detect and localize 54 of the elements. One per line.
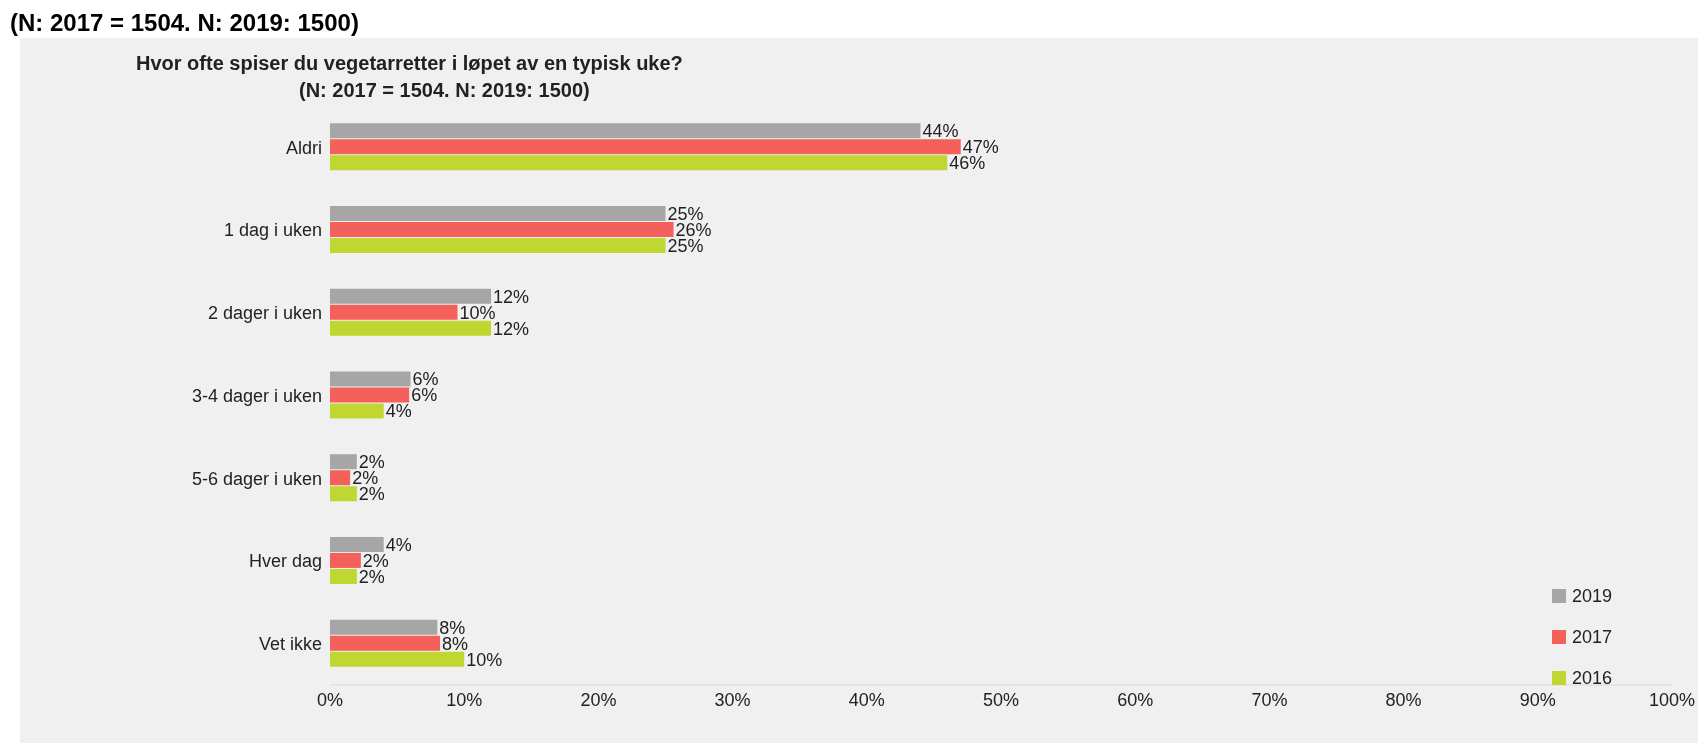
bar: [330, 238, 666, 254]
x-tick-label: 60%: [1117, 689, 1154, 710]
text: (N: 2017 = 1504. N: 2019: 1500): [10, 9, 359, 36]
bar: [330, 139, 961, 155]
bar: [330, 222, 674, 238]
x-tick-label: 100%: [1648, 689, 1696, 710]
data-label: 10%: [459, 302, 496, 323]
data-label: 12%: [493, 286, 530, 307]
legend-label: 2017: [1572, 626, 1613, 648]
bar: [330, 403, 384, 419]
data-label: 46%: [949, 153, 986, 174]
x-tick-label: 0%: [316, 689, 344, 710]
y-tick-label: 3-4 dager i uken: [191, 385, 322, 406]
bar: [330, 552, 361, 568]
bar: [330, 320, 492, 336]
chart-subtitle: (N: 2017 = 1504. N: 2019: 1500): [298, 79, 591, 102]
y-tick-label: 2 dager i uken: [207, 303, 322, 324]
x-tick-label: 90%: [1519, 689, 1556, 710]
bar: [330, 470, 351, 486]
legend-label: 2016: [1572, 667, 1613, 689]
bar: [330, 651, 465, 667]
bar: [330, 304, 458, 320]
bar: [330, 288, 492, 304]
bar: [330, 486, 357, 502]
bar: [330, 123, 921, 139]
x-tick-label: 40%: [848, 689, 885, 710]
bar: [330, 536, 384, 552]
y-tick-label: Aldri: [285, 137, 322, 158]
bar: [330, 155, 948, 171]
bar: [330, 206, 666, 222]
legend-label: 2019: [1572, 585, 1613, 607]
bar: [330, 619, 438, 635]
data-label: 4%: [385, 401, 412, 422]
chart-title: Hvor ofte spiser du vegetarretter i løpet av en typisk uke?: [136, 52, 683, 75]
bar: [330, 568, 357, 584]
bar: [330, 371, 411, 387]
x-tick-label: 70%: [1251, 689, 1288, 710]
y-tick-label: 1 dag i uken: [223, 220, 322, 241]
x-tick-label: 80%: [1385, 689, 1422, 710]
bar: [330, 635, 441, 651]
y-tick-label: 5-6 dager i uken: [191, 468, 322, 489]
data-label: 6%: [411, 385, 438, 406]
y-tick-label: Vet ikke: [258, 634, 322, 655]
data-label: 12%: [493, 318, 530, 339]
x-tick-label: 50%: [982, 689, 1020, 710]
x-tick-label: 10%: [446, 689, 483, 710]
x-tick-label: 30%: [714, 689, 751, 710]
data-label: 10%: [466, 649, 503, 670]
x-tick-label: 20%: [580, 689, 617, 710]
y-tick-label: Hver dag: [248, 551, 322, 572]
data-label: 2%: [358, 484, 385, 505]
data-label: 44%: [922, 121, 959, 142]
bar: [330, 454, 357, 470]
bar: [330, 387, 410, 403]
